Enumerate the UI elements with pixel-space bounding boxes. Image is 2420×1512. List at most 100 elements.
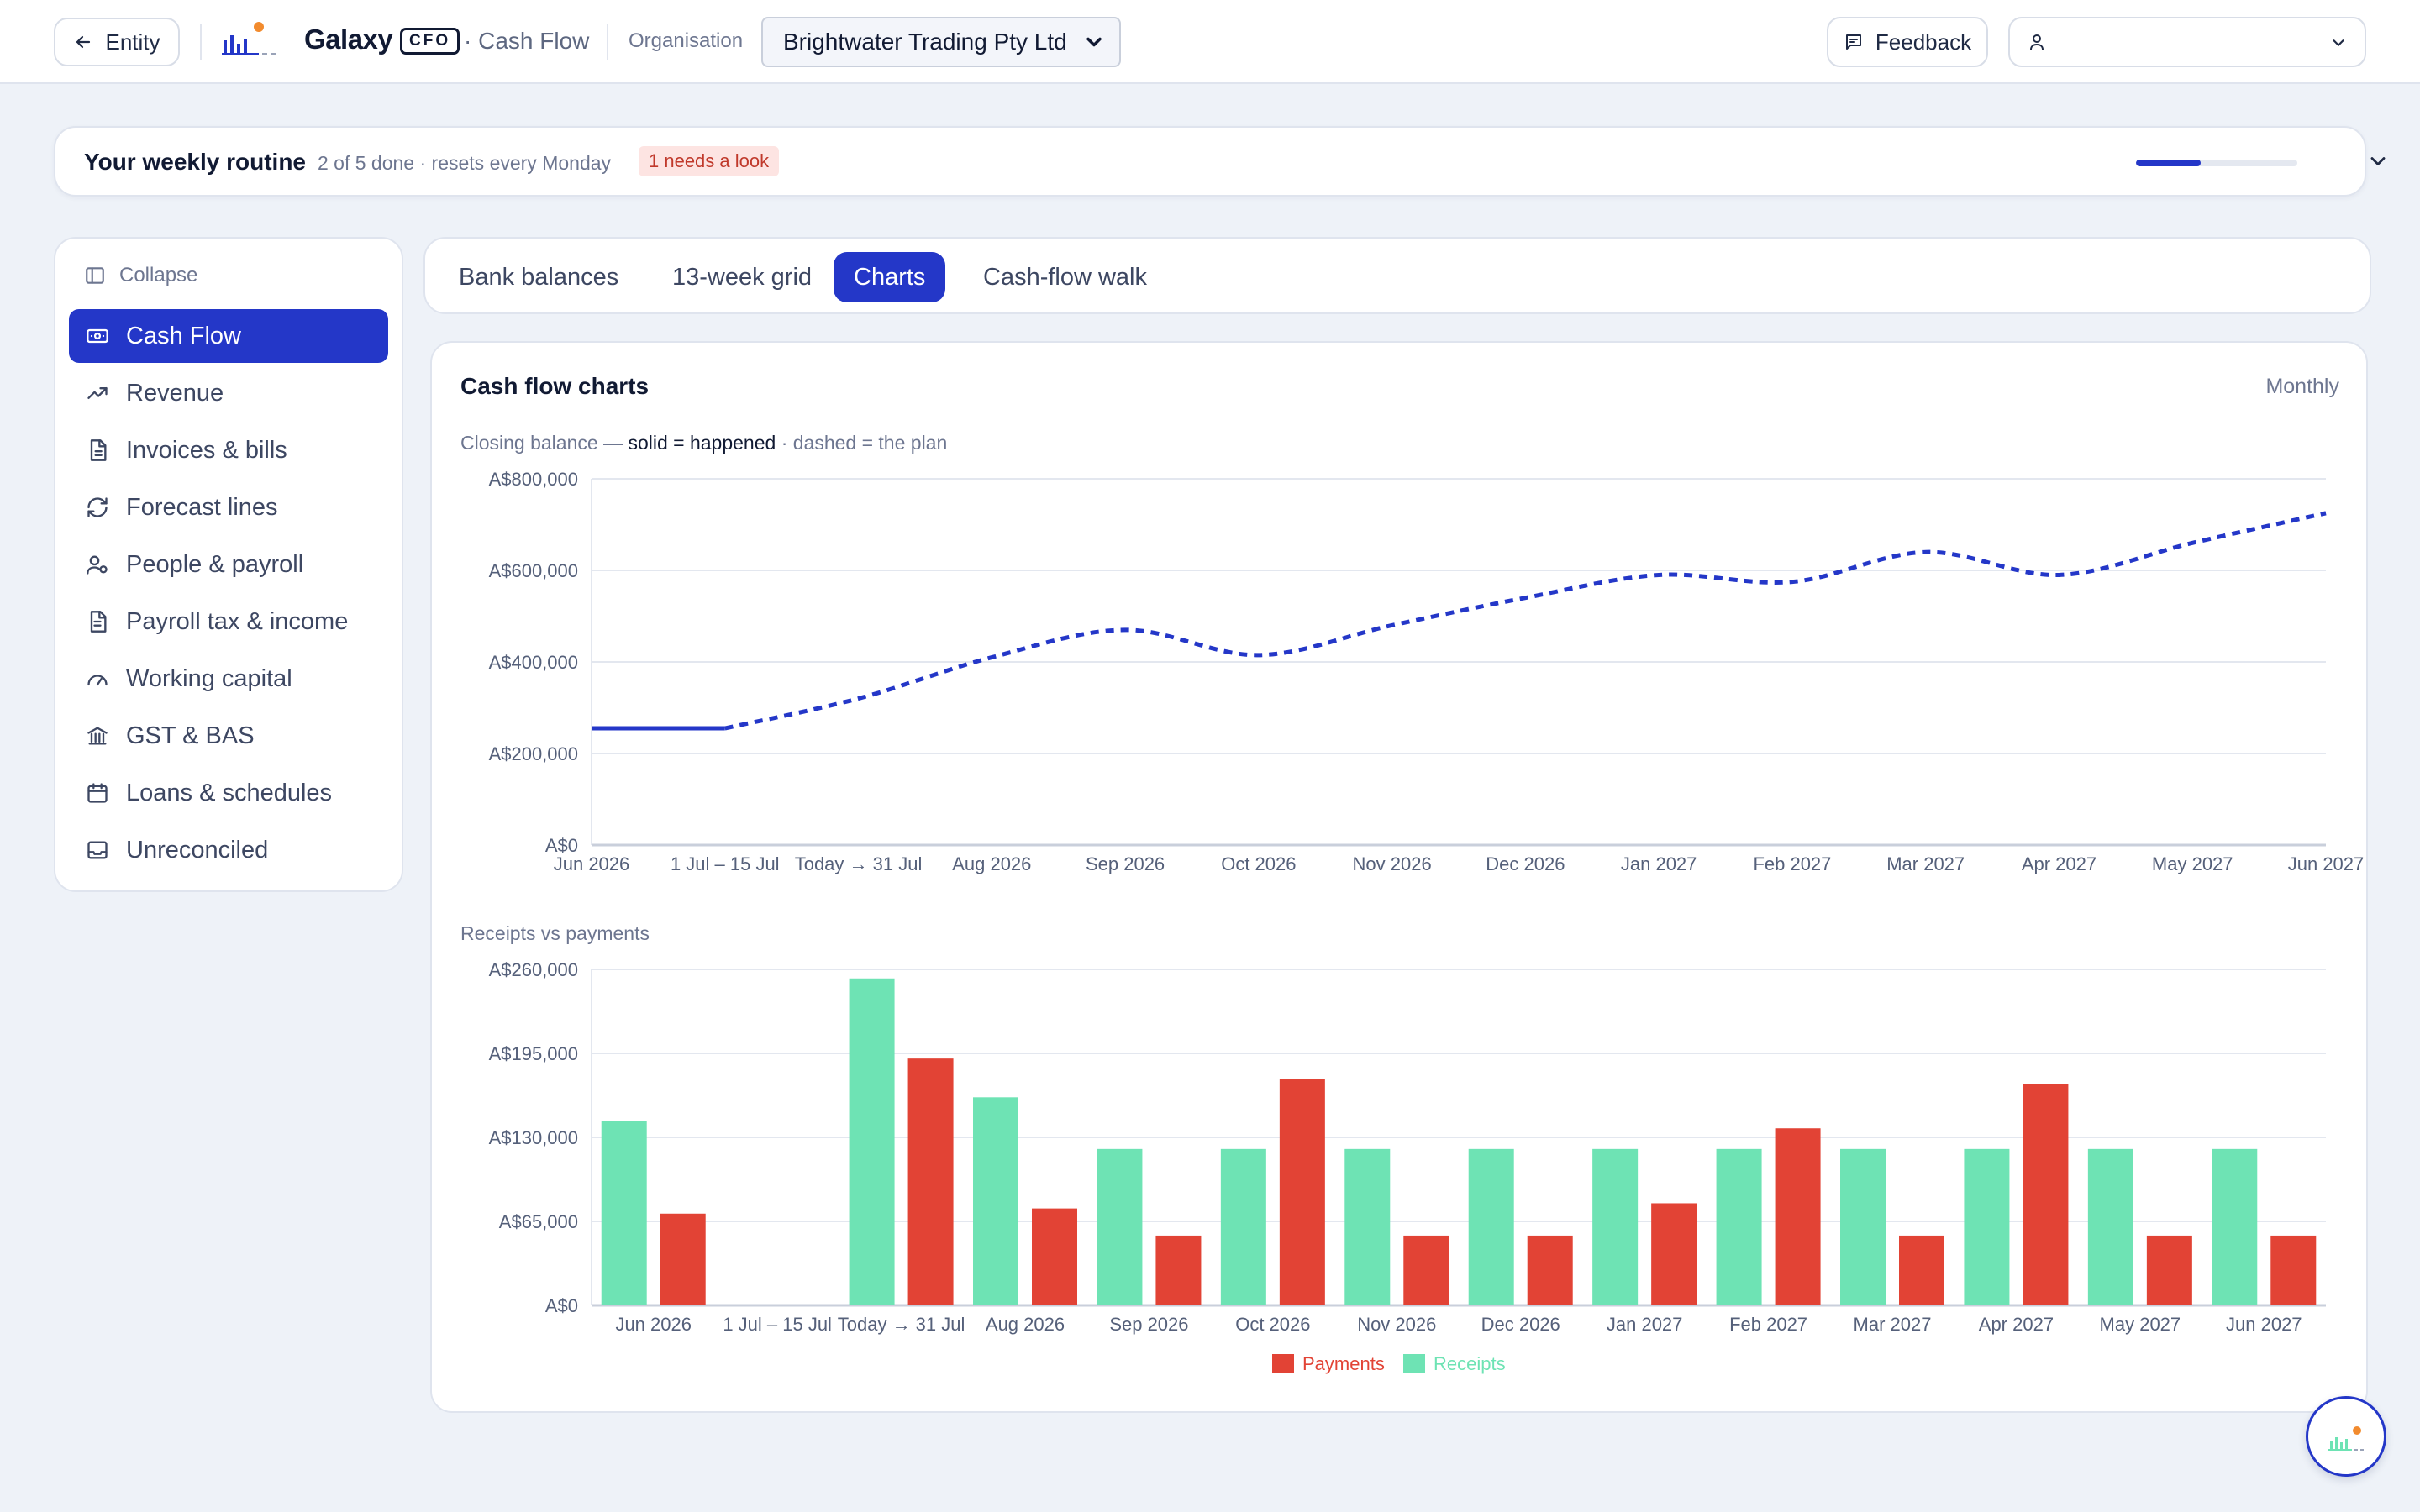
x-tick-label: Today → 31 Jul [795,853,923,874]
bar-chart-caption: Receipts vs payments [460,922,650,944]
sidebar-item-loans-schedules[interactable]: Loans & schedules [69,766,388,820]
inbox-icon [87,841,108,859]
sidebar-item-label: Unreconciled [126,836,269,864]
bar-receipts [1097,1148,1143,1305]
line-chart-caption: Closing balance — solid = happened · das… [460,432,947,454]
x-tick-label: Sep 2026 [1109,1314,1188,1335]
entity-back-button[interactable]: Entity [54,18,180,66]
sidebar-item-forecast-lines[interactable]: Forecast lines [69,480,388,534]
y-tick-label: A$800,000 [489,469,578,490]
sidebar-item-gst-bas[interactable]: GST & BAS [69,709,388,763]
caption-prefix: Closing balance — [460,432,629,454]
organisation-value: Brightwater Trading Pty Ltd [783,29,1067,55]
x-tick-label: 1 Jul – 15 Jul [723,1314,832,1335]
cash-flow-charts-card: Cash flow charts Monthly Closing balance… [430,341,2368,1413]
routine-subtitle: 2 of 5 done · resets every Monday [318,152,612,174]
x-tick-label: 1 Jul – 15 Jul [671,853,780,874]
view-tabs: Bank balances 13-week grid Charts Cash-f… [424,237,2371,314]
sidebar-item-people-payroll[interactable]: People & payroll [69,538,388,591]
x-tick-label: Jun 2027 [2226,1314,2302,1335]
y-tick-label: A$65,000 [499,1211,578,1232]
sidebar-item-label: People & payroll [126,550,304,578]
legend-label-receipts: Receipts [1434,1353,1506,1374]
sidebar: Collapse Cash Flow Revenue Invoices & bi… [54,237,403,892]
x-tick-label: Dec 2026 [1486,853,1565,874]
sidebar-item-revenue[interactable]: Revenue [69,366,388,420]
entity-button-label: Entity [105,29,160,55]
charts-canvas: A$0 A$200,000 A$400,000 A$600,000 A$800,000 J… [489,469,2365,1374]
x-tick-label: Sep 2026 [1086,853,1165,874]
y-tick-label: A$200,000 [489,743,578,764]
organisation-label: Organisation [629,29,744,52]
gauge-icon [87,675,108,686]
chevron-down-icon [2333,39,2344,46]
routine-progress-bar [2136,160,2297,166]
bar-receipts [849,978,895,1305]
tab-bank-balances[interactable]: Bank balances [459,264,619,291]
weekly-routine-bar[interactable]: Your weekly routine 2 of 5 done · resets… [54,126,2386,197]
sidebar-item-label: Cash Flow [126,322,241,349]
x-tick-label: Jan 2027 [1607,1314,1683,1335]
y-tick-label: A$600,000 [489,560,578,581]
x-tick-label: Jan 2027 [1621,853,1697,874]
x-tick-label: Aug 2026 [952,853,1031,874]
tab-charts[interactable]: Charts [834,252,946,302]
bar-payments [1155,1235,1202,1305]
x-tick-label: Mar 2027 [1854,1314,1932,1335]
galaxy-logo-icon [222,22,276,55]
x-tick-label: Apr 2027 [1979,1314,2054,1335]
y-tick-label: A$260,000 [489,959,578,980]
cfo-badge: CFO [400,28,460,55]
feedback-button[interactable]: Feedback [1827,17,1988,67]
sidebar-item-label: Revenue [126,379,224,407]
x-tick-label: May 2027 [2152,853,2233,874]
period-selector[interactable]: Monthly [2265,375,2339,398]
y-tick-label: A$400,000 [489,652,578,673]
sidebar-item-invoices-bills[interactable]: Invoices & bills [69,423,388,477]
sidebar-panel-icon [86,267,104,284]
bar-receipts [1964,1148,2010,1305]
chevron-down-icon[interactable] [2366,150,2390,173]
bar-receipts [2087,1148,2133,1305]
tab-cash-flow-walk[interactable]: Cash-flow walk [983,264,1147,291]
x-tick-label: Feb 2027 [1729,1314,1807,1335]
bar-receipts [973,1097,1018,1305]
x-tick-label: Dec 2026 [1481,1314,1560,1335]
x-tick-label: Jun 2026 [554,853,630,874]
y-tick-label: A$195,000 [489,1043,578,1064]
sidebar-item-cash-flow[interactable]: Cash Flow [69,309,388,363]
sidebar-item-unreconciled[interactable]: Unreconciled [69,823,388,877]
bar-payments [1032,1208,1077,1305]
sidebar-item-label: GST & BAS [126,722,255,749]
assistant-button[interactable] [2306,1396,2386,1477]
x-tick-label: Oct 2026 [1235,1314,1310,1335]
x-tick-label: May 2027 [2100,1314,2181,1335]
x-tick-label: Today → 31 Jul [838,1314,965,1335]
organisation-select[interactable]: Brightwater Trading Pty Ltd [761,17,1121,67]
user-menu[interactable] [2008,17,2366,67]
feedback-label: Feedback [1875,29,1972,55]
card-title: Cash flow charts [460,373,650,399]
arrow-left-icon [76,35,91,49]
x-tick-label: Nov 2026 [1353,853,1432,874]
user-icon [2030,34,2044,50]
sidebar-item-payroll-tax-income[interactable]: Payroll tax & income [69,595,388,648]
legend-swatch-payments [1272,1354,1294,1373]
y-tick-label: A$130,000 [489,1127,578,1148]
x-tick-label: Jun 2027 [2288,853,2365,874]
divider [607,24,608,60]
bar-payments [1775,1128,1821,1305]
trending-up-icon [87,387,108,399]
sidebar-item-working-capital[interactable]: Working capital [69,652,388,706]
bar-receipts [601,1121,647,1305]
top-bar: Entity Galaxy CFO · Cash Flow Organisati… [0,0,2420,84]
collapse-button[interactable]: Collapse [84,264,197,287]
sidebar-item-label: Payroll tax & income [126,607,349,635]
routine-title: Your weekly routine [84,149,306,175]
series-line-the-plan [724,511,2327,731]
y-tick-label: A$0 [545,1295,578,1316]
assistant-logo-icon [2328,1426,2364,1451]
calendar-icon [87,783,108,803]
tab-13-week-grid[interactable]: 13-week grid [672,264,813,291]
message-icon [1845,34,1861,50]
